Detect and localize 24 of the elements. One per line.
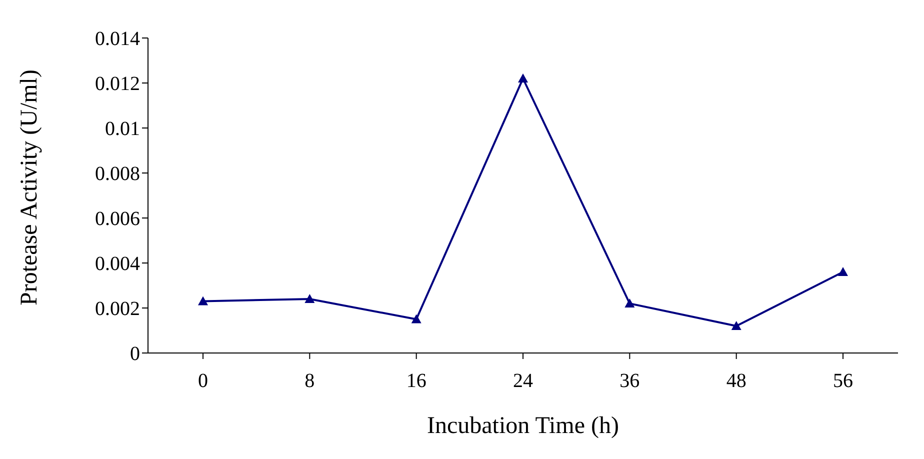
x-tick-label: 8 bbox=[304, 370, 315, 392]
x-tick-label: 56 bbox=[833, 370, 853, 392]
point bbox=[838, 267, 848, 276]
point bbox=[518, 74, 528, 82]
y-tick-label: 0.012 bbox=[95, 73, 140, 96]
y-tick-label: 0.004 bbox=[95, 253, 140, 276]
point bbox=[198, 296, 208, 306]
y-tick-label: 0.002 bbox=[95, 298, 140, 320]
y-tick-label: 0.014 bbox=[95, 28, 140, 50]
y-tick-label: 0.01 bbox=[105, 118, 140, 140]
point bbox=[731, 321, 742, 330]
point bbox=[411, 314, 422, 324]
y-axis-title: Protease Activity (U/ml) bbox=[16, 70, 43, 306]
y-tick-label: 0 bbox=[130, 343, 140, 366]
point bbox=[624, 298, 635, 308]
y-tick-label: 0.008 bbox=[95, 163, 140, 186]
y-tick-label: 0.006 bbox=[95, 208, 140, 230]
x-tick-label: 16 bbox=[406, 370, 426, 392]
x-tick-label: 48 bbox=[726, 370, 746, 392]
x-tick-label: 24 bbox=[513, 370, 533, 392]
x-tick-label: 0 bbox=[198, 370, 208, 392]
x-axis-title: Incubation Time (h) bbox=[427, 413, 619, 439]
point bbox=[304, 294, 315, 303]
x-tick-label: 36 bbox=[620, 370, 640, 392]
